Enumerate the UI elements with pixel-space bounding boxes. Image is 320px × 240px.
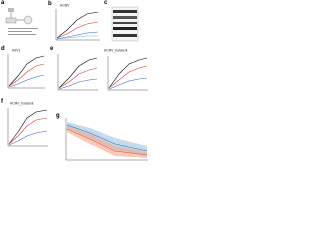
axes: [7, 54, 45, 89]
curve: [8, 63, 45, 87]
panel-letter: a: [1, 0, 5, 6]
panel-title: HCMV_transient: [10, 101, 33, 105]
line-chart: [55, 9, 100, 41]
text-line: [8, 28, 38, 29]
curve: [8, 117, 48, 145]
line-chart: [7, 108, 48, 147]
panel-letter: f: [1, 99, 4, 105]
panel-title: HSV1: [12, 48, 21, 52]
panel-letter: e: [50, 46, 54, 52]
panel-letter: g: [56, 113, 60, 119]
panel-letter: c: [104, 0, 108, 6]
line-chart: [7, 54, 45, 89]
box: [5, 17, 17, 24]
curve: [8, 109, 48, 145]
axes: [57, 54, 98, 91]
curve: [56, 11, 99, 39]
axes: [107, 56, 148, 91]
figure: a b HCMV c d HSV1 e HCMV_transi: [1, 0, 148, 161]
confidence-band: [67, 126, 147, 158]
schematic: [5, 8, 38, 35]
curve: [56, 21, 99, 39]
curve: [8, 130, 48, 146]
axes: [55, 9, 100, 41]
band: [113, 34, 137, 37]
panel-letter: d: [1, 46, 5, 52]
box: [8, 8, 14, 12]
band-chart: [65, 118, 148, 161]
text-line: [8, 34, 36, 35]
curve: [56, 35, 98, 40]
curve: [66, 128, 148, 156]
panel-letter: b: [48, 1, 52, 7]
panel-title: HCMV_transient: [104, 48, 127, 52]
panel-title: HCMV: [60, 3, 70, 7]
curve: [8, 55, 45, 87]
curve: [108, 57, 148, 89]
curve: [108, 77, 148, 90]
curve: [108, 65, 148, 89]
text-line: [8, 31, 32, 32]
band: [113, 16, 137, 19]
curve: [8, 74, 45, 88]
axes: [65, 118, 148, 161]
curve: [58, 78, 98, 90]
axes: [7, 108, 48, 147]
band: [113, 27, 137, 30]
band: [113, 22, 137, 24]
curve: [58, 57, 98, 89]
cell: [23, 15, 33, 25]
line-chart: [57, 54, 148, 91]
curve: [58, 67, 98, 89]
curve: [66, 124, 148, 152]
western-blot: [111, 6, 139, 42]
confidence-band: [67, 122, 147, 156]
curve: [56, 31, 99, 40]
band: [113, 10, 137, 13]
